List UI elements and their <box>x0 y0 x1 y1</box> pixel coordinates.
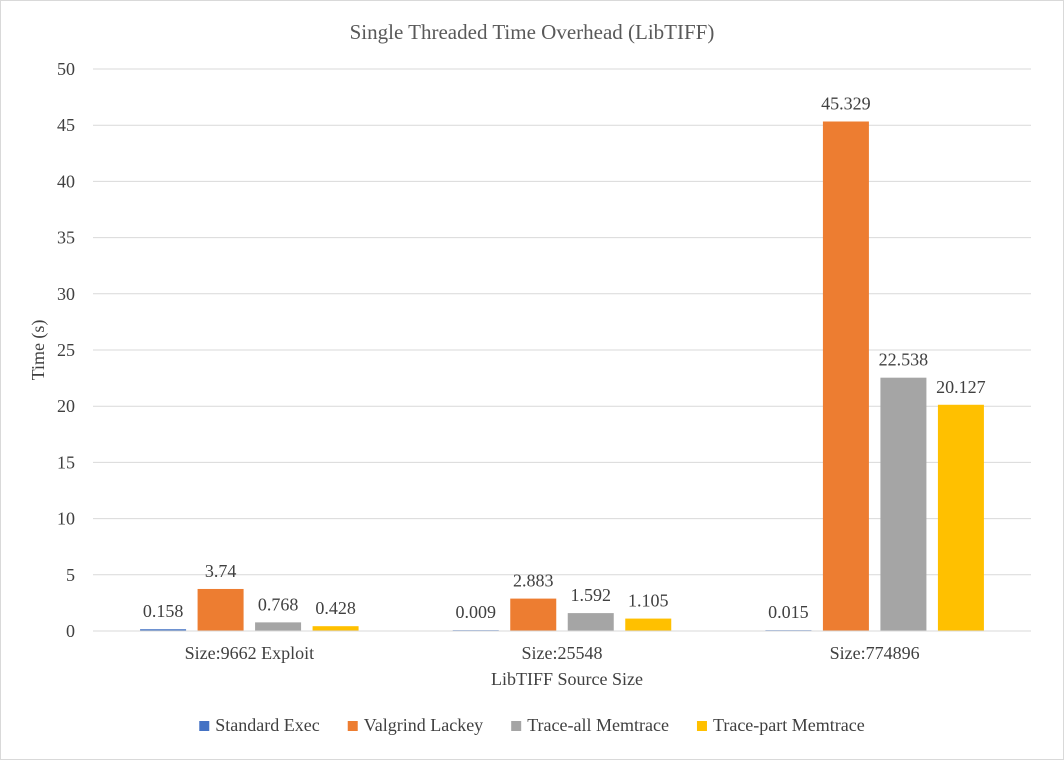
x-tick-label: Size:25548 <box>522 643 603 663</box>
chart-title: Single Threaded Time Overhead (LibTIFF) <box>350 20 715 44</box>
y-tick-label: 0 <box>66 621 75 641</box>
y-tick-label: 10 <box>57 509 75 529</box>
legend-item: Standard Exec <box>199 715 320 735</box>
y-tick-label: 50 <box>57 59 75 79</box>
data-label: 1.105 <box>628 591 669 611</box>
data-label: 0.015 <box>768 602 809 622</box>
legend-swatch <box>199 721 210 731</box>
legend-swatch <box>347 721 358 731</box>
data-label: 0.009 <box>456 602 497 622</box>
data-label: 1.592 <box>571 585 612 605</box>
data-labels: 0.158 3.74 0.768 0.428 0.009 2.883 1.592 1.105 0… <box>143 94 986 623</box>
y-tick-label: 20 <box>57 396 75 416</box>
x-axis-title: LibTIFF Source Size <box>491 669 643 689</box>
y-tick-label: 35 <box>57 228 75 248</box>
y-axis-ticks: 0 5 10 15 20 25 30 35 40 45 50 <box>57 59 75 641</box>
x-tick-label: Size:774896 <box>830 643 920 663</box>
legend-label: Trace-part Memtrace <box>713 715 865 735</box>
bars <box>140 121 984 631</box>
data-label: 0.768 <box>258 594 299 614</box>
bar <box>822 121 869 631</box>
data-label: 0.158 <box>143 601 184 621</box>
legend-item: Trace-part Memtrace <box>696 715 865 735</box>
y-tick-label: 25 <box>57 340 75 360</box>
bar <box>140 629 187 631</box>
data-label: 45.329 <box>821 94 871 114</box>
bar <box>197 588 244 631</box>
y-tick-label: 30 <box>57 284 75 304</box>
y-tick-label: 45 <box>57 115 75 135</box>
legend: Standard Exec Valgrind Lackey Trace-all Me… <box>199 715 865 735</box>
data-label: 0.428 <box>315 598 356 618</box>
legend-item: Valgrind Lackey <box>347 715 483 735</box>
data-label: 2.883 <box>513 571 554 591</box>
x-tick-label: Size:9662 Exploit <box>185 643 315 663</box>
y-tick-label: 40 <box>57 171 75 191</box>
legend-swatch <box>511 721 522 731</box>
bar <box>937 404 984 631</box>
y-tick-label: 5 <box>66 565 75 585</box>
gridlines <box>93 68 1031 576</box>
legend-label: Standard Exec <box>215 715 319 735</box>
data-label: 20.127 <box>936 377 986 397</box>
bar <box>312 626 359 631</box>
x-axis-ticks: Size:9662 Exploit Size:25548 Size:774896 <box>185 643 920 663</box>
data-label: 3.74 <box>205 561 237 581</box>
data-label: 22.538 <box>879 350 929 370</box>
legend-swatch <box>696 721 707 731</box>
bar <box>255 622 302 631</box>
bar <box>567 613 614 631</box>
legend-item: Trace-all Memtrace <box>511 715 669 735</box>
bar <box>625 618 672 631</box>
y-tick-label: 15 <box>57 452 75 472</box>
legend-label: Valgrind Lackey <box>364 715 483 735</box>
bar <box>510 598 557 631</box>
bar <box>880 377 927 631</box>
legend-label: Trace-all Memtrace <box>527 715 669 735</box>
y-axis-title: Time (s) <box>28 320 49 381</box>
